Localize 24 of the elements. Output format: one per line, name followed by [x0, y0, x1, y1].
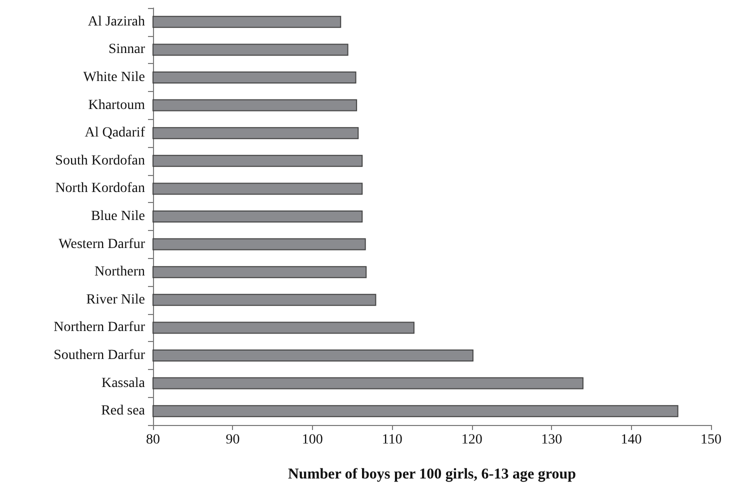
y-tick-label: Red sea: [101, 404, 146, 419]
x-tick-label: 140: [620, 432, 642, 448]
y-tick-label: South Kordofan: [55, 153, 145, 168]
x-tick-label: 120: [461, 432, 482, 448]
y-tick-label: Kassala: [101, 376, 146, 391]
y-tick-label: North Kordofan: [55, 181, 145, 196]
x-tick-label: 100: [302, 432, 323, 448]
y-tick-label: Khartoum: [88, 98, 146, 113]
x-tick-label: 110: [382, 432, 402, 448]
y-tick-label: Al Qadarif: [84, 126, 146, 141]
x-tick-label: 130: [541, 432, 562, 448]
y-tick-label: Sinnar: [108, 42, 146, 58]
y-tick-label: White Nile: [83, 70, 145, 85]
y-tick-label: Southern Darfur: [54, 348, 146, 363]
y-tick-label: Northern Darfur: [54, 320, 146, 336]
y-tick-label: Northern: [94, 264, 145, 280]
y-tick-label: Al Jazirah: [88, 14, 145, 30]
y-tick-label: Western Darfur: [58, 236, 146, 252]
x-axis-title: Number of boys per 100 girls, 6-13 age group: [288, 466, 576, 482]
x-tick-label: 150: [700, 432, 722, 448]
x-tick-label: 90: [226, 432, 240, 448]
x-tick-label: 80: [146, 432, 160, 448]
y-tick-label: River Nile: [86, 292, 145, 308]
y-tick-label: Blue Nile: [90, 209, 145, 224]
